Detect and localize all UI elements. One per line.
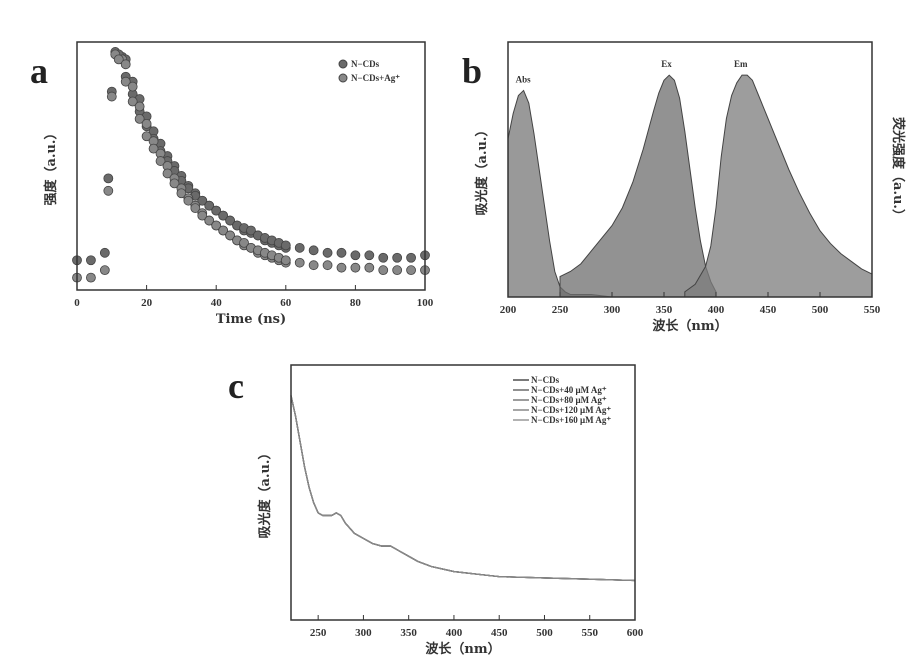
data-point-a-1 xyxy=(104,186,113,195)
data-point-a-1 xyxy=(121,60,130,69)
x-tick-label: 400 xyxy=(708,304,725,316)
data-point-a-0 xyxy=(323,248,332,257)
x-tick-label: 250 xyxy=(552,304,569,316)
data-point-a-1 xyxy=(135,102,144,111)
data-point-a-0 xyxy=(281,241,290,250)
area-ex xyxy=(560,75,716,297)
x-tick-label: 350 xyxy=(656,304,673,316)
data-point-a-1 xyxy=(407,266,416,275)
legend-marker xyxy=(339,74,347,82)
legend-label: N−CDs+Ag⁺ xyxy=(351,73,400,83)
data-point-a-1 xyxy=(323,261,332,270)
y-axis-label-c: 吸光度（a.u.） xyxy=(257,447,273,539)
data-point-a-1 xyxy=(393,266,402,275)
data-point-a-0 xyxy=(104,174,113,183)
data-point-a-0 xyxy=(393,253,402,262)
x-tick-label: 100 xyxy=(417,297,434,309)
x-tick-label: 20 xyxy=(141,297,153,309)
legend-marker xyxy=(339,60,347,68)
x-tick-label: 250 xyxy=(310,627,327,639)
data-point-a-1 xyxy=(351,263,360,272)
y-axis-label-a: 强度（a.u.） xyxy=(43,127,59,206)
data-point-a-0 xyxy=(351,251,360,260)
data-point-a-1 xyxy=(295,258,304,267)
x-axis-label-b: 波长（nm） xyxy=(652,318,727,334)
x-tick-label: 0 xyxy=(74,297,80,309)
data-point-a-1 xyxy=(379,266,388,275)
legend-label: N−CDs+80 μM Ag⁺ xyxy=(531,395,607,405)
x-tick-label: 450 xyxy=(491,627,508,639)
x-axis-label-c: 波长（nm） xyxy=(425,641,500,657)
data-point-a-1 xyxy=(337,263,346,272)
x-tick-label: 200 xyxy=(500,304,517,316)
chart-b: Abs Ex Em 200 250 300 350 400 450 500 550 波长（nm） 吸光度… xyxy=(474,42,906,334)
data-point-a-1 xyxy=(86,273,95,282)
x-tick-label: 500 xyxy=(812,304,829,316)
x-tick-label: 40 xyxy=(211,297,223,309)
chart-c: 250 300 350 400 450 500 550 600 波长（nm） 吸光度（a.u.） N… xyxy=(257,365,644,657)
data-point-a-0 xyxy=(295,243,304,252)
data-point-a-0 xyxy=(309,246,318,255)
data-point-a-0 xyxy=(379,253,388,262)
x-tick-label: 300 xyxy=(355,627,372,639)
figure-canvas: 020406080100Time (ns)强度（a.u.）N−CDsN−CDs+… xyxy=(0,0,919,669)
data-point-a-0 xyxy=(100,248,109,257)
data-point-a-0 xyxy=(86,256,95,265)
legend-label: N−CDs xyxy=(531,375,560,385)
x-tick-label: 550 xyxy=(581,627,598,639)
x-axis-label-a: Time (ns) xyxy=(216,312,286,327)
data-point-a-0 xyxy=(407,253,416,262)
data-point-a-1 xyxy=(128,82,137,91)
x-tick-label: 450 xyxy=(760,304,777,316)
legend-label: N−CDs+40 μM Ag⁺ xyxy=(531,385,607,395)
data-point-a-1 xyxy=(281,256,290,265)
peak-label-ex: Ex xyxy=(661,59,672,69)
peak-label-abs: Abs xyxy=(516,74,532,84)
x-tick-label: 400 xyxy=(446,627,463,639)
chart-a: 0 20 40 60 80 100 Time (ns) 强度（a.u.） N−CDs N−CDs+… xyxy=(43,42,434,327)
area-em xyxy=(685,75,872,297)
x-tick-label: 500 xyxy=(536,627,553,639)
data-point-a-1 xyxy=(309,261,318,270)
data-point-a-1 xyxy=(142,119,151,128)
x-tick-label: 300 xyxy=(604,304,621,316)
x-tick-label: 80 xyxy=(350,297,362,309)
peak-label-em: Em xyxy=(734,59,748,69)
x-tick-label: 550 xyxy=(864,304,881,316)
data-point-a-1 xyxy=(365,263,374,272)
legend-label: N−CDs xyxy=(351,59,380,69)
legend-label: N−CDs+160 μM Ag⁺ xyxy=(531,415,611,425)
data-point-a-1 xyxy=(100,266,109,275)
y-axis-label-b: 吸光度（a.u.） xyxy=(474,124,490,216)
data-point-a-1 xyxy=(107,92,116,101)
x-tick-label: 600 xyxy=(627,627,644,639)
legend-label: N−CDs+120 μM Ag⁺ xyxy=(531,405,611,415)
data-point-a-0 xyxy=(337,248,346,257)
x-tick-label: 350 xyxy=(400,627,417,639)
x-tick-label: 60 xyxy=(280,297,292,309)
y-axis-label-right-b: 荧光强度（a.u.） xyxy=(890,117,906,222)
data-point-a-0 xyxy=(365,251,374,260)
